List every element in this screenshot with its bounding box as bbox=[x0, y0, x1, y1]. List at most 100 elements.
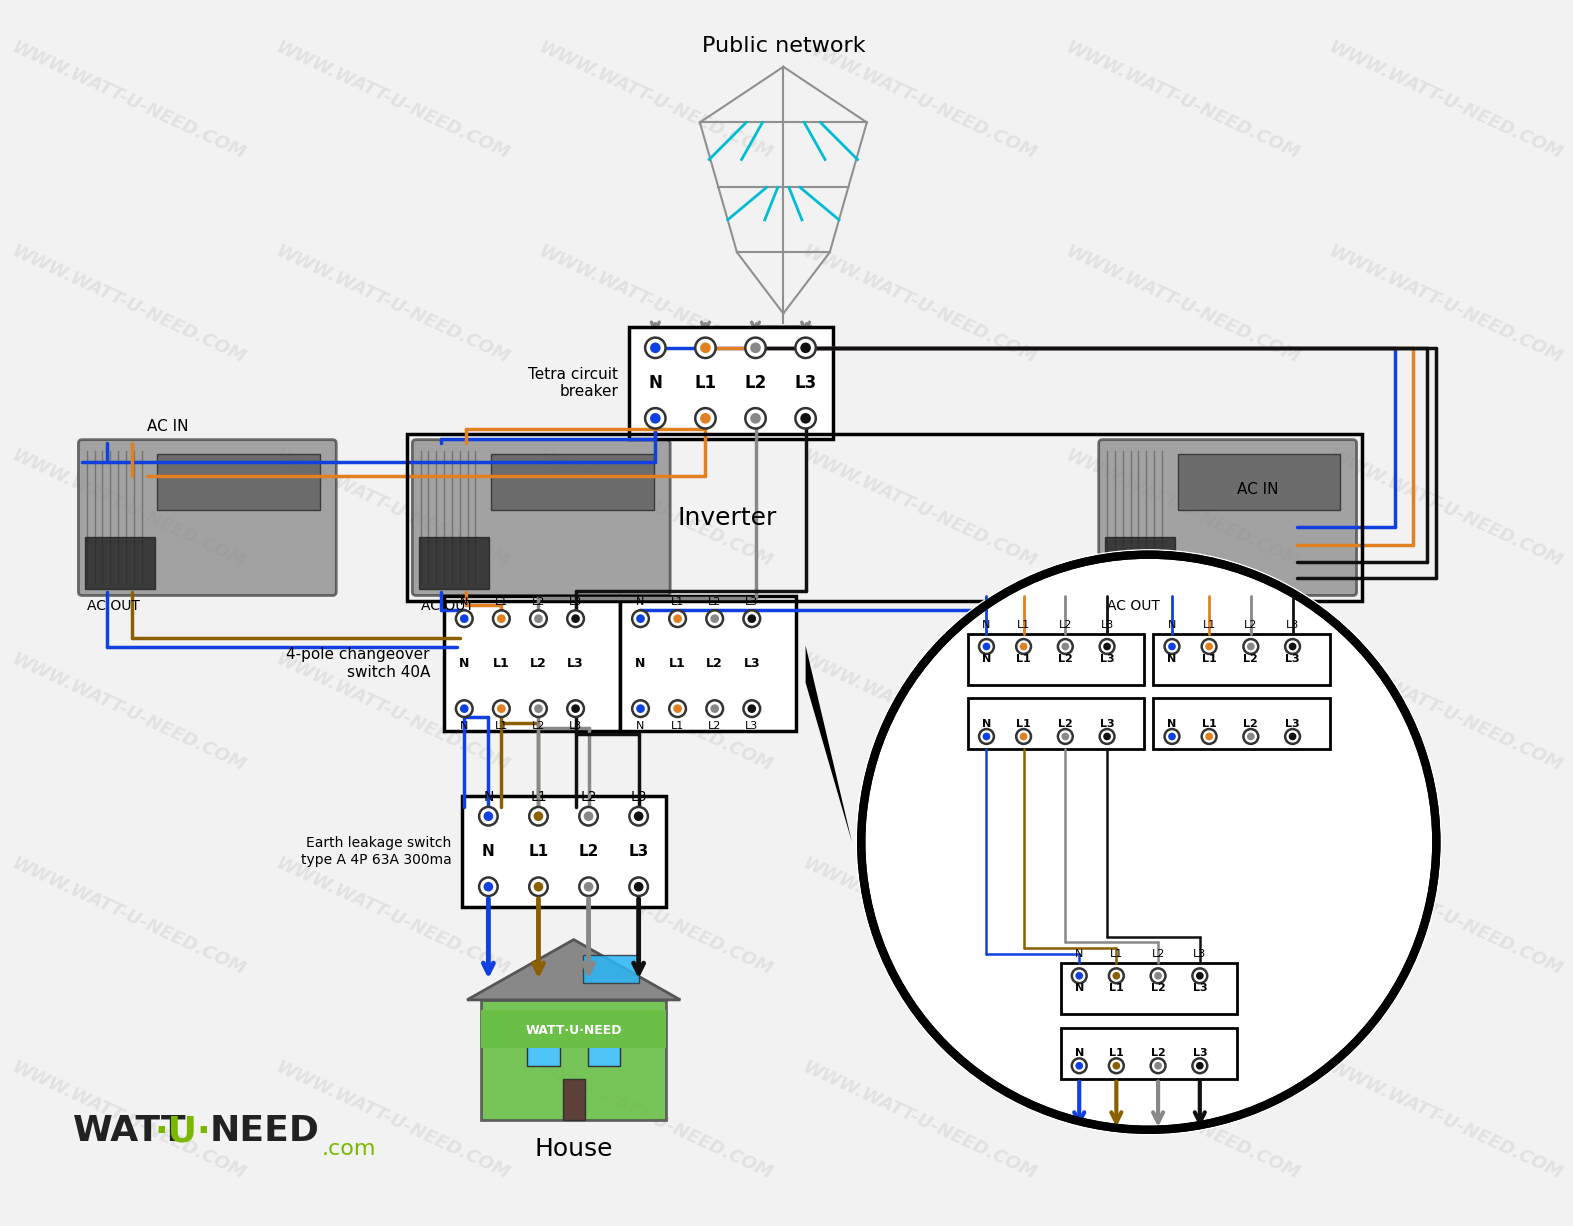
Text: House: House bbox=[535, 1138, 613, 1161]
Text: L3: L3 bbox=[631, 791, 647, 804]
Text: L1: L1 bbox=[1109, 983, 1123, 993]
Text: L3: L3 bbox=[629, 843, 648, 859]
Circle shape bbox=[1062, 733, 1070, 741]
Bar bbox=[444, 596, 620, 731]
Circle shape bbox=[1202, 639, 1216, 653]
Circle shape bbox=[529, 878, 547, 896]
Circle shape bbox=[530, 700, 547, 717]
Bar bbox=[1060, 962, 1236, 1014]
Text: N: N bbox=[1074, 949, 1084, 959]
Circle shape bbox=[1151, 1058, 1166, 1073]
Text: N: N bbox=[982, 653, 991, 664]
Text: WWW.WATT-U-NEED.COM: WWW.WATT-U-NEED.COM bbox=[272, 38, 511, 162]
Text: WWW.WATT-U-NEED.COM: WWW.WATT-U-NEED.COM bbox=[272, 1058, 511, 1183]
Text: L2: L2 bbox=[744, 374, 766, 392]
Circle shape bbox=[695, 408, 716, 429]
Circle shape bbox=[456, 700, 472, 717]
Circle shape bbox=[1103, 642, 1111, 650]
Text: L2: L2 bbox=[580, 791, 596, 804]
Text: L2: L2 bbox=[708, 597, 722, 607]
Text: L2: L2 bbox=[1244, 718, 1258, 729]
Circle shape bbox=[1151, 969, 1166, 983]
Circle shape bbox=[1016, 729, 1030, 744]
Circle shape bbox=[856, 549, 1442, 1135]
Text: WWW.WATT-U-NEED.COM: WWW.WATT-U-NEED.COM bbox=[1062, 446, 1302, 570]
Text: L2: L2 bbox=[1151, 949, 1164, 959]
Polygon shape bbox=[467, 939, 681, 1000]
Bar bbox=[481, 1009, 667, 1048]
Circle shape bbox=[796, 408, 816, 429]
Circle shape bbox=[635, 614, 645, 623]
Circle shape bbox=[801, 413, 812, 424]
Text: WWW.WATT-U-NEED.COM: WWW.WATT-U-NEED.COM bbox=[9, 242, 249, 367]
Circle shape bbox=[747, 614, 757, 623]
Polygon shape bbox=[805, 646, 853, 842]
Circle shape bbox=[1202, 729, 1216, 744]
Circle shape bbox=[1062, 642, 1070, 650]
Bar bbox=[1106, 537, 1175, 588]
Bar bbox=[967, 634, 1144, 684]
Circle shape bbox=[1103, 733, 1111, 741]
Circle shape bbox=[1192, 969, 1206, 983]
Text: WWW.WATT-U-NEED.COM: WWW.WATT-U-NEED.COM bbox=[799, 1058, 1038, 1183]
Circle shape bbox=[497, 614, 505, 623]
Text: L3: L3 bbox=[1100, 718, 1114, 729]
Circle shape bbox=[456, 611, 472, 626]
Text: WWW.WATT-U-NEED.COM: WWW.WATT-U-NEED.COM bbox=[535, 242, 775, 367]
Circle shape bbox=[1100, 729, 1115, 744]
Circle shape bbox=[1243, 729, 1258, 744]
Circle shape bbox=[978, 729, 994, 744]
Circle shape bbox=[1164, 729, 1180, 744]
Circle shape bbox=[862, 554, 1436, 1129]
Circle shape bbox=[1195, 972, 1203, 980]
Bar bbox=[563, 1079, 585, 1121]
Text: L1: L1 bbox=[672, 597, 684, 607]
Text: L3: L3 bbox=[569, 721, 582, 731]
Text: L3: L3 bbox=[569, 597, 582, 607]
Bar bbox=[491, 454, 654, 510]
Text: WWW.WATT-U-NEED.COM: WWW.WATT-U-NEED.COM bbox=[272, 446, 511, 570]
Text: L3: L3 bbox=[1194, 949, 1206, 959]
Text: WWW.WATT-U-NEED.COM: WWW.WATT-U-NEED.COM bbox=[1062, 855, 1302, 978]
Text: WWW.WATT-U-NEED.COM: WWW.WATT-U-NEED.COM bbox=[1326, 1058, 1565, 1183]
Text: WWW.WATT-U-NEED.COM: WWW.WATT-U-NEED.COM bbox=[799, 446, 1038, 570]
Circle shape bbox=[492, 700, 510, 717]
Circle shape bbox=[629, 807, 648, 825]
Text: WWW.WATT-U-NEED.COM: WWW.WATT-U-NEED.COM bbox=[272, 855, 511, 978]
Circle shape bbox=[645, 408, 665, 429]
Text: WWW.WATT-U-NEED.COM: WWW.WATT-U-NEED.COM bbox=[1062, 650, 1302, 775]
Circle shape bbox=[1109, 969, 1123, 983]
Circle shape bbox=[483, 812, 494, 821]
Circle shape bbox=[529, 807, 547, 825]
Text: AC OUT: AC OUT bbox=[1107, 600, 1159, 613]
Circle shape bbox=[571, 704, 580, 714]
Text: L3: L3 bbox=[744, 657, 760, 671]
Text: WWW.WATT-U-NEED.COM: WWW.WATT-U-NEED.COM bbox=[799, 242, 1038, 367]
Bar bbox=[620, 596, 796, 731]
Text: L3: L3 bbox=[1101, 620, 1114, 630]
Bar bbox=[462, 796, 667, 907]
Circle shape bbox=[669, 700, 686, 717]
Circle shape bbox=[568, 700, 584, 717]
Text: L2: L2 bbox=[706, 657, 724, 671]
Text: L2: L2 bbox=[1059, 653, 1073, 664]
Text: WWW.WATT-U-NEED.COM: WWW.WATT-U-NEED.COM bbox=[1326, 855, 1565, 978]
Text: WWW.WATT-U-NEED.COM: WWW.WATT-U-NEED.COM bbox=[9, 446, 249, 570]
Circle shape bbox=[1100, 639, 1115, 653]
Circle shape bbox=[695, 337, 716, 358]
Text: WWW.WATT-U-NEED.COM: WWW.WATT-U-NEED.COM bbox=[1062, 1058, 1302, 1183]
Text: WWW.WATT-U-NEED.COM: WWW.WATT-U-NEED.COM bbox=[272, 242, 511, 367]
Bar bbox=[1153, 634, 1329, 684]
Bar bbox=[629, 327, 834, 439]
Text: N: N bbox=[637, 597, 645, 607]
Text: WWW.WATT-U-NEED.COM: WWW.WATT-U-NEED.COM bbox=[9, 1058, 249, 1183]
Circle shape bbox=[1285, 639, 1299, 653]
Text: N: N bbox=[982, 620, 991, 630]
Circle shape bbox=[497, 704, 505, 714]
Circle shape bbox=[459, 614, 469, 623]
Text: WWW.WATT-U-NEED.COM: WWW.WATT-U-NEED.COM bbox=[535, 446, 775, 570]
Text: N: N bbox=[982, 718, 991, 729]
Text: L2: L2 bbox=[1244, 620, 1257, 630]
Text: L1: L1 bbox=[1016, 653, 1030, 664]
Text: L3: L3 bbox=[1192, 983, 1206, 993]
